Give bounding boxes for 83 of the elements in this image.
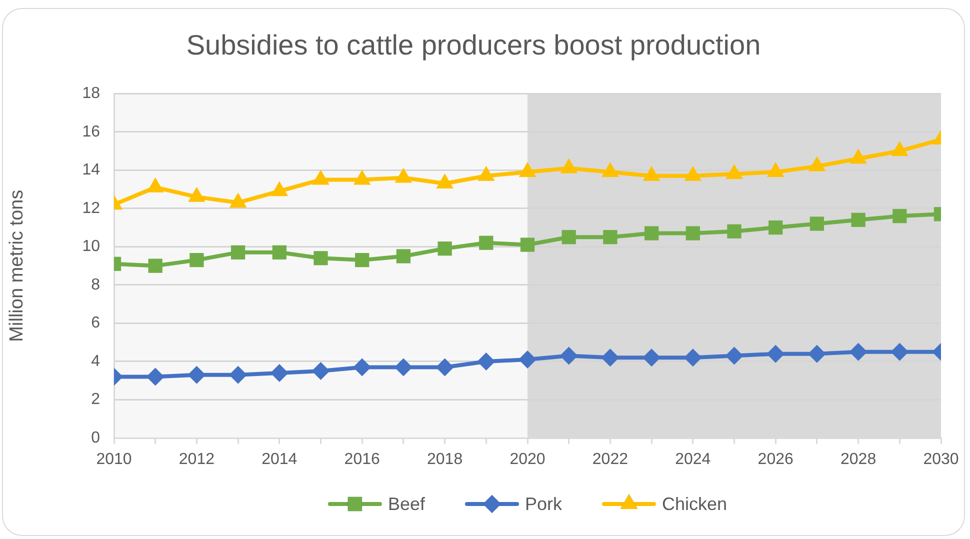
- point: [230, 245, 246, 260]
- point: [394, 358, 412, 376]
- point: [436, 174, 454, 189]
- point: [146, 368, 164, 386]
- point: [562, 230, 576, 244]
- point: [477, 352, 496, 370]
- point: [892, 208, 907, 224]
- y-tick-label: 10: [82, 238, 100, 256]
- point: [851, 212, 866, 227]
- point: [394, 168, 412, 183]
- point: [312, 362, 330, 380]
- point: [146, 177, 164, 192]
- point: [642, 348, 661, 367]
- y-tick-label: 12: [82, 200, 100, 217]
- point: [272, 245, 286, 260]
- point: [518, 162, 536, 178]
- point: [644, 226, 659, 240]
- point: [808, 344, 826, 363]
- x-tick-label: 2018: [427, 451, 463, 468]
- point: [270, 181, 288, 196]
- point: [849, 342, 868, 361]
- x-tick-label: 2014: [262, 451, 298, 468]
- point: [188, 186, 206, 202]
- point: [188, 366, 206, 384]
- point: [725, 346, 744, 365]
- point: [642, 166, 660, 181]
- chart-title: Subsidies to cattle producers boost production: [186, 30, 761, 61]
- point: [890, 141, 908, 156]
- point: [477, 166, 495, 181]
- y-tick-label: 14: [82, 162, 100, 179]
- y-tick-label: 16: [82, 123, 100, 140]
- point: [603, 230, 618, 244]
- x-tick-label: 2028: [840, 451, 876, 468]
- legend-label: Beef: [388, 494, 426, 514]
- y-tick-label: 18: [82, 85, 100, 102]
- x-tick-label: 2016: [344, 451, 380, 468]
- y-tick-label: 6: [91, 314, 100, 332]
- x-tick-label: 2030: [923, 451, 959, 468]
- point: [684, 348, 702, 367]
- point: [890, 342, 909, 361]
- point: [229, 192, 247, 208]
- point: [726, 164, 743, 179]
- legend-label: Pork: [524, 494, 564, 514]
- point: [684, 166, 702, 181]
- point: [768, 220, 783, 235]
- point: [438, 242, 452, 256]
- y-tick-label: 4: [91, 352, 100, 370]
- x-tick-label: 2020: [510, 451, 546, 468]
- x-tick-label: 2024: [675, 451, 711, 468]
- point: [601, 348, 620, 367]
- point: [229, 366, 248, 384]
- point: [766, 162, 784, 178]
- point: [520, 238, 535, 252]
- point: [850, 148, 867, 164]
- legend-label: Chicken: [662, 494, 728, 514]
- point: [560, 158, 578, 174]
- point: [727, 224, 742, 238]
- point: [190, 252, 204, 268]
- y-axis-title: Million metric tons: [6, 190, 28, 342]
- point: [355, 252, 370, 268]
- y-tick-label: 8: [91, 276, 100, 294]
- point: [766, 344, 785, 363]
- x-tick-label: 2022: [592, 451, 628, 468]
- point: [686, 226, 700, 240]
- point: [148, 258, 162, 273]
- point: [560, 346, 578, 365]
- point: [518, 350, 536, 369]
- y-tick-label: 2: [91, 391, 100, 408]
- point: [436, 358, 454, 376]
- x-tick-label: 2026: [758, 451, 794, 468]
- point: [353, 358, 372, 376]
- x-tick-label: 2010: [96, 451, 132, 468]
- x-tick-label: 2012: [178, 451, 215, 468]
- y-tick-label: 0: [91, 429, 100, 446]
- point: [479, 236, 494, 250]
- point: [270, 364, 288, 382]
- point: [396, 249, 411, 264]
- point: [312, 170, 330, 185]
- point: [314, 251, 328, 266]
- point: [808, 156, 826, 172]
- point: [353, 170, 371, 185]
- point: [810, 216, 824, 231]
- point: [602, 162, 619, 178]
